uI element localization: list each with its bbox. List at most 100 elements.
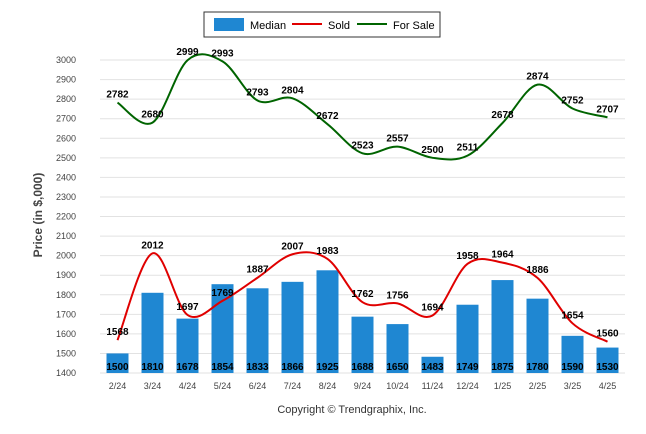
y-axis-ticks: 1400 1500 1600 1700 1800 1900 2000 2100 2200 2300… — [56, 55, 76, 378]
x-tick-label: 2/24 — [109, 381, 127, 391]
for-sale-value-label: 2804 — [281, 85, 304, 96]
for-sale-value-label: 2707 — [596, 104, 619, 115]
for-sale-value-label: 2999 — [176, 47, 199, 58]
median-bar — [141, 292, 164, 373]
sold-value-label: 1756 — [386, 290, 409, 301]
y-tick-label: 1800 — [56, 290, 76, 300]
sold-value-label: 1568 — [106, 327, 129, 338]
sold-value-label: 1654 — [561, 310, 584, 321]
median-value-label: 1678 — [176, 362, 199, 373]
for-sale-line — [116, 53, 608, 161]
sold-line — [116, 251, 608, 343]
copyright-text: Copyright © Trendgraphix, Inc. — [277, 404, 426, 416]
median-value-label: 1650 — [386, 362, 409, 373]
sold-value-label: 1560 — [596, 329, 619, 340]
y-tick-label: 2200 — [56, 212, 76, 222]
median-bar — [456, 304, 479, 373]
sold-value-label: 1958 — [456, 251, 479, 262]
x-tick-label: 12/24 — [456, 381, 479, 391]
median-value-label: 1925 — [316, 362, 339, 373]
x-axis-ticks: 2/24 3/24 4/24 5/24 6/24 7/24 8/24 9/24 10/24 11/… — [109, 381, 617, 391]
x-tick-label: 1/25 — [494, 381, 512, 391]
y-tick-label: 3000 — [56, 55, 76, 65]
for-sale-value-label: 2993 — [211, 48, 234, 59]
median-bar — [211, 284, 234, 373]
y-tick-label: 2900 — [56, 75, 76, 85]
median-value-label: 1833 — [246, 362, 269, 373]
for-sale-value-label: 2523 — [351, 140, 374, 151]
y-tick-label: 1400 — [56, 368, 76, 378]
y-tick-label: 2700 — [56, 114, 76, 124]
y-tick-label: 2400 — [56, 172, 76, 182]
median-bar — [596, 347, 619, 373]
median-bar — [246, 288, 269, 373]
y-tick-label: 2800 — [56, 94, 76, 104]
y-tick-label: 2300 — [56, 192, 76, 202]
x-tick-label: 10/24 — [386, 381, 409, 391]
y-tick-label: 2100 — [56, 231, 76, 241]
median-bar — [421, 356, 444, 373]
y-tick-label: 1700 — [56, 309, 76, 319]
y-tick-label: 1900 — [56, 270, 76, 280]
sold-value-label: 1694 — [421, 302, 444, 313]
median-bar — [491, 280, 514, 373]
median-value-label: 1866 — [281, 362, 304, 373]
sold-value-label: 1762 — [351, 289, 374, 300]
median-bar — [386, 324, 409, 373]
x-tick-label: 2/25 — [529, 381, 547, 391]
median-value-label: 1500 — [106, 362, 129, 373]
median-bar — [106, 353, 129, 373]
y-tick-label: 2000 — [56, 251, 76, 261]
x-tick-label: 4/25 — [599, 381, 617, 391]
legend-median-swatch — [214, 18, 244, 31]
x-tick-label: 7/24 — [284, 381, 302, 391]
legend-median-label: Median — [250, 20, 286, 32]
for-sale-value-label: 2782 — [106, 90, 129, 101]
median-value-label: 1688 — [351, 362, 374, 373]
series-lines — [116, 53, 608, 343]
sold-value-label: 1887 — [246, 265, 269, 276]
median-value-label: 1875 — [491, 362, 514, 373]
data-labels: 1568 2012 1697 1769 1887 2007 1983 1762 1756 1694… — [106, 47, 619, 373]
median-bar — [281, 281, 304, 373]
x-tick-label: 4/24 — [179, 381, 197, 391]
for-sale-value-label: 2511 — [457, 143, 479, 154]
for-sale-value-label: 2874 — [526, 72, 549, 83]
median-bars — [106, 270, 619, 373]
for-sale-value-label: 2500 — [421, 145, 444, 156]
median-value-label: 1854 — [211, 362, 234, 373]
y-tick-label: 1600 — [56, 329, 76, 339]
median-value-label: 1810 — [141, 362, 164, 373]
legend: Median Sold For Sale — [203, 11, 441, 38]
x-tick-label: 8/24 — [319, 381, 337, 391]
median-value-label: 1780 — [526, 362, 549, 373]
sold-value-label: 1964 — [491, 250, 514, 261]
median-bar — [316, 270, 339, 373]
y-axis-label: Price (in $,000) — [31, 173, 45, 258]
x-tick-label: 6/24 — [249, 381, 267, 391]
y-tick-label: 2600 — [56, 133, 76, 143]
gridlines — [100, 59, 625, 374]
median-value-label: 1530 — [596, 362, 619, 373]
legend-for-sale-label: For Sale — [393, 20, 435, 32]
x-tick-label: 3/24 — [144, 381, 162, 391]
for-sale-value-label: 2672 — [316, 111, 339, 122]
median-value-label: 1590 — [561, 362, 584, 373]
x-tick-label: 5/24 — [214, 381, 232, 391]
y-tick-label: 1500 — [56, 348, 76, 358]
median-bar — [176, 318, 199, 373]
median-value-label: 1749 — [456, 362, 479, 373]
sold-value-label: 1769 — [211, 288, 234, 299]
median-bar — [526, 298, 549, 373]
for-sale-value-label: 2752 — [561, 96, 584, 107]
sold-value-label: 1983 — [316, 246, 339, 257]
sold-value-label: 2007 — [281, 241, 304, 252]
x-tick-label: 11/24 — [422, 381, 444, 391]
legend-sold-label: Sold — [328, 20, 350, 32]
x-tick-label: 3/25 — [564, 381, 582, 391]
for-sale-value-label: 2793 — [246, 87, 269, 98]
x-tick-label: 9/24 — [354, 381, 372, 391]
for-sale-value-label: 2680 — [141, 110, 164, 121]
for-sale-value-label: 2557 — [386, 134, 409, 145]
